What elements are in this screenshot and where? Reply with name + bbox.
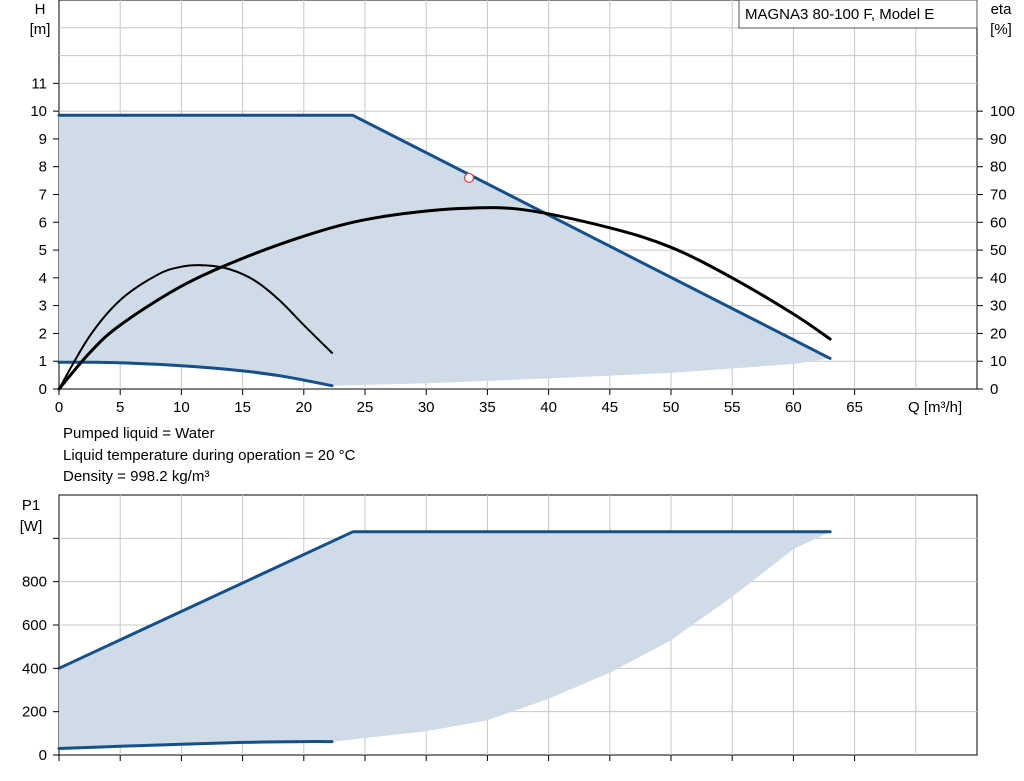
eta-tick-label: 90 (990, 131, 1007, 148)
q-tick-label: 0 (55, 399, 63, 416)
head-operating-area (59, 115, 831, 386)
eta-tick-label: 60 (990, 214, 1007, 231)
model-title-frame (738, 0, 978, 29)
q-tick-label: 45 (601, 399, 618, 416)
eta-tick-label: 0 (990, 381, 998, 398)
model-title-box: MAGNA3 80-100 F, Model E (738, 0, 978, 29)
h-tick-label: 4 (39, 270, 47, 287)
h-tick-label: 5 (39, 242, 47, 259)
q-axis-label: Q [m³/h] (908, 399, 962, 416)
h-tick-label: 11 (31, 75, 47, 92)
q-tick-label: 40 (540, 399, 557, 416)
eta-tick-label: 80 (990, 159, 1007, 176)
q-tick-label: 30 (418, 399, 435, 416)
p1-axis-unit: [W] (20, 518, 43, 535)
eta-tick-label: 70 (990, 187, 1007, 204)
p1-tick-label: 800 (22, 574, 47, 591)
power-operating-area (59, 531, 831, 749)
power-area-fill (59, 531, 831, 749)
p1-tick-label: 600 (22, 617, 47, 634)
h-tick-label: 6 (39, 214, 47, 231)
h-tick-label: 8 (39, 159, 47, 176)
info-density: Density = 998.2 kg/m³ (63, 468, 210, 485)
eta-tick-label: 50 (990, 242, 1007, 259)
q-tick-label: 35 (479, 399, 496, 416)
q-tick-label: 55 (724, 399, 741, 416)
h-tick-label: 10 (30, 103, 47, 120)
min-power-curve (57, 740, 334, 750)
eta-axis-unit: [%] (990, 21, 1012, 38)
h-tick-label: 3 (39, 298, 47, 315)
efficiency-min-curve (58, 264, 333, 390)
power-axis-ticks: 0 200 400 600 800 (22, 537, 856, 764)
h-tick-label: 9 (39, 131, 47, 148)
q-tick-label: 50 (663, 399, 680, 416)
p1-tick-label: 400 (22, 660, 47, 677)
q-tick-label: 25 (357, 399, 374, 416)
power-series-group (57, 530, 832, 750)
h-tick-label: 1 (39, 353, 47, 370)
q-tick-label: 65 (846, 399, 863, 416)
power-chart: 0 200 400 600 800 P1 [W] (20, 494, 978, 764)
eta-tick-label: 20 (990, 325, 1007, 342)
q-tick-label: 20 (295, 399, 312, 416)
eta-tick-label: 40 (990, 270, 1007, 287)
eta-tick-label: 30 (990, 298, 1007, 315)
p1-axis-label: P1 (22, 497, 40, 514)
q-tick-label: 15 (234, 399, 251, 416)
head-series-group (57, 113, 832, 391)
q-tick-label: 60 (785, 399, 802, 416)
h-axis-unit: [m] (30, 21, 51, 38)
min-head-curve (57, 360, 334, 388)
eta-tick-label: 10 (990, 353, 1007, 370)
info-liquid-temperature: Liquid temperature during operation = 20… (63, 447, 356, 464)
h-tick-label: 7 (39, 187, 47, 204)
q-tick-label: 5 (116, 399, 124, 416)
p1-tick-label: 0 (39, 747, 47, 764)
eta-axis-label: eta (991, 1, 1013, 18)
h-tick-label: 2 (39, 325, 47, 342)
info-pumped-liquid: Pumped liquid = Water (63, 425, 215, 442)
p1-tick-label: 200 (22, 704, 47, 721)
q-tick-label: 10 (173, 399, 190, 416)
efficiency-max-curve (57, 206, 832, 391)
head-area-fill (59, 115, 831, 386)
h-tick-label: 0 (39, 381, 47, 398)
max-head-curve (57, 113, 832, 360)
eta-tick-label: 100 (990, 103, 1015, 120)
model-title: MAGNA3 80-100 F, Model E (745, 6, 934, 23)
duty-point-marker (463, 172, 475, 183)
max-power-curve (57, 530, 832, 670)
h-axis-label: H (35, 1, 46, 18)
